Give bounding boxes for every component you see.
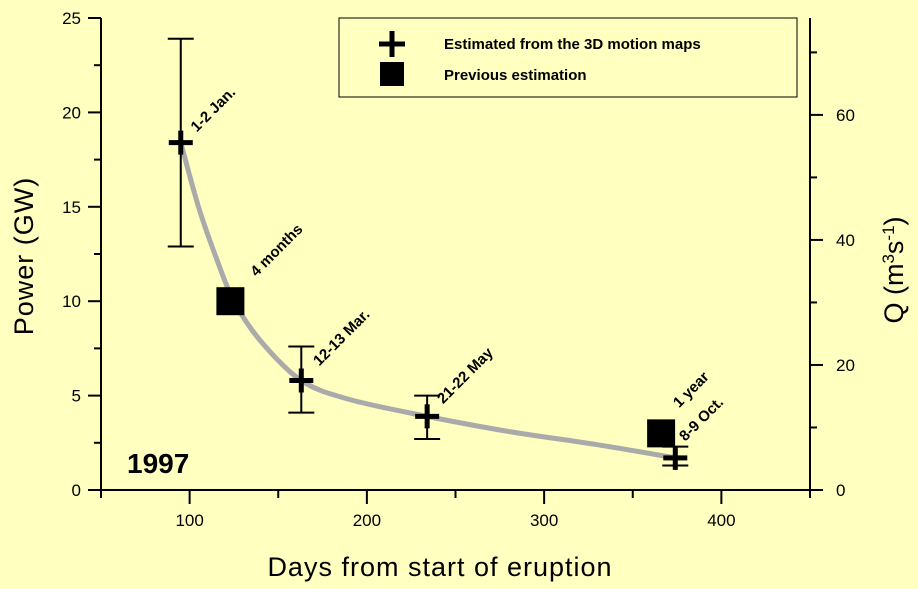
legend-box (338, 17, 798, 98)
y-right-axis-label: Q (m3s-1) (879, 216, 909, 323)
data-points (167, 37, 689, 470)
y-right-tick-label: 40 (836, 231, 855, 250)
y-right-tick-label: 0 (836, 481, 845, 500)
point-label-mar: 12-13 Mar. (310, 306, 373, 369)
y-right-tick-label: 20 (836, 356, 855, 375)
estimated-point (168, 130, 193, 155)
plus-bar-v (672, 445, 678, 470)
estimated-point (663, 445, 688, 470)
previous-point (647, 419, 676, 448)
x-tick-label: 100 (175, 511, 203, 530)
year-label: 1997 (127, 448, 189, 479)
legend-entry-previous: Previous estimation (444, 67, 587, 84)
x-tick-label: 200 (353, 511, 381, 530)
estimated-point (415, 404, 440, 429)
y-axis-label: Power (GW) (9, 177, 39, 336)
y-tick-label: 5 (72, 387, 81, 406)
legend: Estimated from the 3D motion maps Previo… (338, 17, 798, 98)
x-tick-label: 400 (707, 511, 735, 530)
plus-bar-v (178, 130, 184, 155)
plus-bar-v (424, 404, 430, 429)
fit-curve (178, 140, 678, 461)
x-axis-label: Days from start of eruption (267, 552, 612, 582)
point-label-4-months: 4 months (247, 221, 306, 280)
axes: 100 200 300 400 0 5 10 15 20 25 0 20 40 60 (62, 9, 855, 530)
y-tick-label: 10 (62, 292, 81, 311)
y-tick-label: 20 (62, 103, 81, 122)
legend-entry-estimated: Estimated from the 3D motion maps (444, 36, 701, 53)
legend-square-marker (380, 62, 404, 86)
legend-plus-glyph (379, 31, 405, 57)
legend-plus-marker (379, 31, 405, 57)
point-label-may: 21-22 May (434, 344, 497, 407)
plus-bar-v (389, 31, 395, 57)
y-tick-label: 25 (62, 9, 81, 28)
estimated-point (289, 368, 314, 393)
y-right-tick-label: 60 (836, 106, 855, 125)
previous-point (216, 287, 245, 316)
y-tick-label: 15 (62, 198, 81, 217)
point-label-jan: 1-2 Jan. (188, 84, 240, 136)
y-tick-label: 0 (72, 481, 81, 500)
plus-bar-v (298, 368, 304, 393)
x-tick-label: 300 (530, 511, 558, 530)
fit-curve-layer (178, 140, 678, 461)
